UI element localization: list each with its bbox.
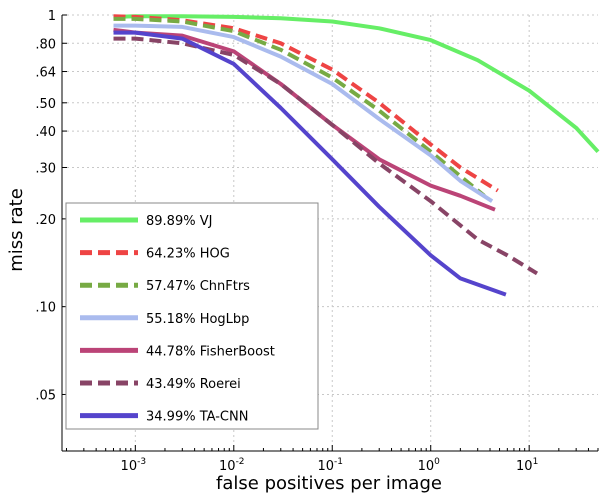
legend: 89.89% VJ 64.23% HOG 57.47% ChnFtrs 55.18% …: [65, 202, 319, 430]
legend-label-6: 34.99% TA-CNN: [146, 410, 248, 425]
y-axis-title: miss rate: [6, 188, 27, 272]
series-line-6: [113, 30, 507, 297]
x-tick-label: 101: [516, 457, 538, 474]
grid: [62, 14, 598, 451]
series-lines: [113, 14, 600, 297]
x-tick-label: 10-3: [121, 457, 147, 474]
x-tick-label: 100: [418, 457, 441, 474]
x-axis-title: false positives per image: [216, 473, 442, 494]
legend-label-4: 44.78% FisherBoost: [146, 344, 275, 359]
legend-label-0: 89.89% VJ: [146, 214, 212, 229]
x-tick-label: 10-1: [317, 457, 343, 474]
axes: [61, 14, 599, 452]
y-tick-label: .50: [35, 97, 56, 112]
y-tick-label: .20: [35, 213, 56, 228]
series-line-3: [113, 23, 494, 203]
y-tick-label: .80: [35, 37, 56, 52]
series-line-0: [113, 14, 600, 154]
y-tick-label: .10: [35, 301, 56, 316]
y-tick-labels: 1 .80 .64 .50 .40 .30 .20 .10 .05: [35, 9, 56, 403]
x-tick-label: 10-2: [219, 457, 245, 474]
y-tick-label: .30: [35, 162, 56, 177]
series-line-4: [113, 27, 496, 212]
y-tick-label: .05: [35, 388, 56, 403]
legend-label-2: 57.47% ChnFtrs: [146, 279, 250, 294]
legend-label-1: 64.23% HOG: [146, 247, 230, 262]
y-tick-label: .64: [35, 66, 56, 81]
legend-label-3: 55.18% HogLbp: [146, 312, 249, 327]
y-tick-label: .40: [35, 125, 56, 140]
y-tick-label: 1: [48, 9, 56, 24]
series-line-2: [113, 16, 486, 198]
legend-label-5: 43.49% Roerei: [146, 377, 241, 392]
x-tick-labels: 10-3 10-2 10-1 100 101: [121, 457, 539, 474]
series-line-5: [113, 36, 539, 276]
